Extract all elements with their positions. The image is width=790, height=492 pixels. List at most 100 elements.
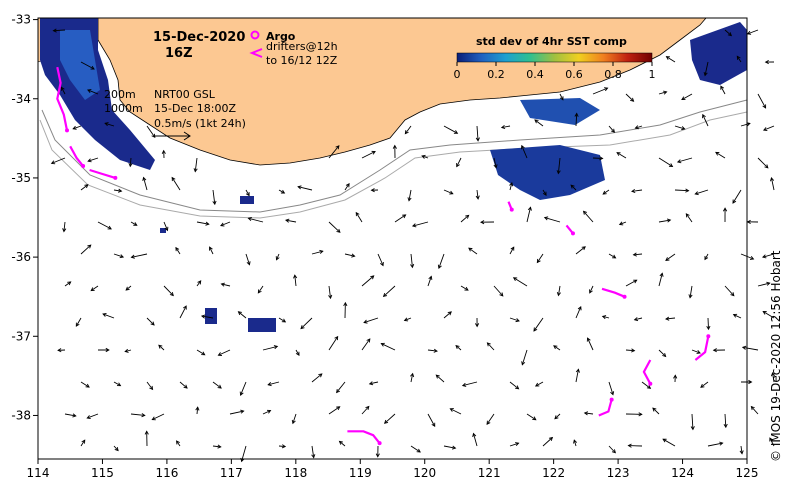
current-arrow bbox=[619, 221, 627, 225]
current-arrow-head bbox=[431, 422, 436, 428]
current-arrow bbox=[130, 413, 145, 416]
current-arrow bbox=[295, 349, 300, 356]
current-arrow bbox=[536, 253, 544, 263]
current-arrow bbox=[633, 253, 643, 256]
current-arrow-head bbox=[534, 382, 540, 387]
current-arrow-head bbox=[748, 379, 753, 385]
colorbar-tick-label: 0.8 bbox=[604, 68, 622, 81]
current-arrow-head bbox=[175, 246, 180, 252]
current-arrow-head bbox=[634, 125, 639, 130]
x-tick-label: 120 bbox=[413, 466, 436, 480]
current-arrow bbox=[175, 247, 181, 255]
current-arrow bbox=[212, 189, 216, 205]
current-arrow-head bbox=[474, 323, 480, 328]
drifter-position bbox=[648, 381, 653, 386]
y-tick-label: -36 bbox=[11, 250, 31, 264]
sst-patch-small-4 bbox=[160, 228, 166, 233]
current-arrow-head bbox=[472, 432, 477, 438]
current-arrow-head bbox=[681, 126, 686, 131]
current-arrow bbox=[769, 437, 775, 447]
current-arrow bbox=[383, 285, 396, 297]
current-arrow-head bbox=[205, 221, 210, 226]
current-arrow bbox=[747, 29, 759, 35]
current-arrow bbox=[635, 125, 643, 129]
current-arrow bbox=[724, 29, 732, 36]
current-arrow bbox=[658, 91, 667, 95]
current-arrow-head bbox=[449, 190, 454, 195]
current-arrow-head bbox=[662, 438, 667, 443]
current-arrow bbox=[468, 247, 478, 255]
current-arrow-head bbox=[171, 176, 176, 182]
drifter-position bbox=[377, 441, 382, 446]
current-arrow bbox=[757, 282, 770, 287]
current-arrow bbox=[460, 214, 469, 223]
current-arrow-head bbox=[599, 156, 604, 161]
current-arrow bbox=[473, 433, 478, 447]
current-arrow-head bbox=[631, 188, 636, 194]
colorbar-ticks: 0 0.2 0.4 0.6 0.8 1 bbox=[454, 62, 656, 81]
current-arrow bbox=[196, 280, 202, 287]
current-arrow-head bbox=[336, 388, 341, 394]
current-arrow bbox=[113, 189, 122, 192]
current-arrow bbox=[462, 381, 478, 387]
x-tick-label: 117 bbox=[220, 466, 243, 480]
current-arrow bbox=[742, 346, 759, 351]
current-arrow-head bbox=[416, 448, 421, 453]
current-arrow bbox=[455, 345, 462, 351]
current-arrow bbox=[410, 445, 421, 453]
current-arrow bbox=[652, 407, 660, 415]
current-vector-field bbox=[50, 28, 776, 463]
current-arrow-head bbox=[119, 254, 125, 259]
current-arrow-head bbox=[433, 348, 438, 353]
current-arrow bbox=[534, 119, 544, 127]
current-arrow bbox=[328, 406, 340, 415]
current-arrow-head bbox=[749, 255, 755, 260]
current-arrow-head bbox=[60, 86, 65, 91]
current-arrow-head bbox=[144, 430, 149, 435]
drifter-position bbox=[81, 164, 86, 169]
current-arrow-head bbox=[246, 261, 251, 266]
current-arrow bbox=[509, 182, 513, 191]
current-arrow bbox=[658, 273, 663, 287]
current-arrow-head bbox=[281, 444, 287, 449]
current-arrow-head bbox=[666, 218, 672, 223]
current-arrow bbox=[509, 317, 520, 322]
current-arrow bbox=[146, 317, 155, 326]
current-arrow bbox=[689, 285, 693, 298]
current-arrow-head bbox=[237, 311, 242, 316]
current-arrow bbox=[677, 157, 693, 163]
current-arrow-head bbox=[107, 225, 112, 230]
current-arrow bbox=[715, 152, 726, 159]
current-arrow bbox=[733, 314, 742, 319]
current-arrow bbox=[125, 285, 132, 291]
current-arrow-head bbox=[319, 249, 324, 254]
velocity-scale-arrow-icon bbox=[154, 131, 191, 141]
current-arrow-head bbox=[336, 406, 341, 411]
current-arrow bbox=[408, 189, 412, 201]
current-arrow-head bbox=[383, 419, 389, 424]
current-arrow bbox=[665, 253, 676, 261]
current-arrow bbox=[771, 177, 775, 191]
current-arrow-head bbox=[421, 154, 426, 159]
current-arrow bbox=[294, 275, 297, 287]
current-arrow bbox=[245, 189, 250, 196]
x-tick-label: 123 bbox=[607, 466, 630, 480]
current-arrow-head bbox=[240, 409, 245, 414]
current-arrow bbox=[171, 177, 181, 191]
drifter-position bbox=[570, 231, 575, 236]
current-arrow bbox=[104, 122, 115, 127]
current-arrow-head bbox=[351, 253, 356, 258]
current-arrow bbox=[130, 221, 138, 226]
current-arrow-head bbox=[663, 90, 668, 95]
current-arrow-head bbox=[575, 368, 580, 373]
current-arrow-head bbox=[573, 439, 578, 444]
current-arrow-head bbox=[295, 351, 300, 357]
current-arrow-head bbox=[673, 374, 678, 379]
current-arrow-head bbox=[85, 383, 90, 388]
current-arrow-head bbox=[732, 199, 737, 204]
y-tick-label: -33 bbox=[11, 13, 31, 27]
current-arrow-head bbox=[318, 373, 323, 378]
current-arrow-head bbox=[158, 344, 163, 349]
current-arrow-head bbox=[532, 416, 537, 421]
current-arrow bbox=[229, 410, 244, 415]
